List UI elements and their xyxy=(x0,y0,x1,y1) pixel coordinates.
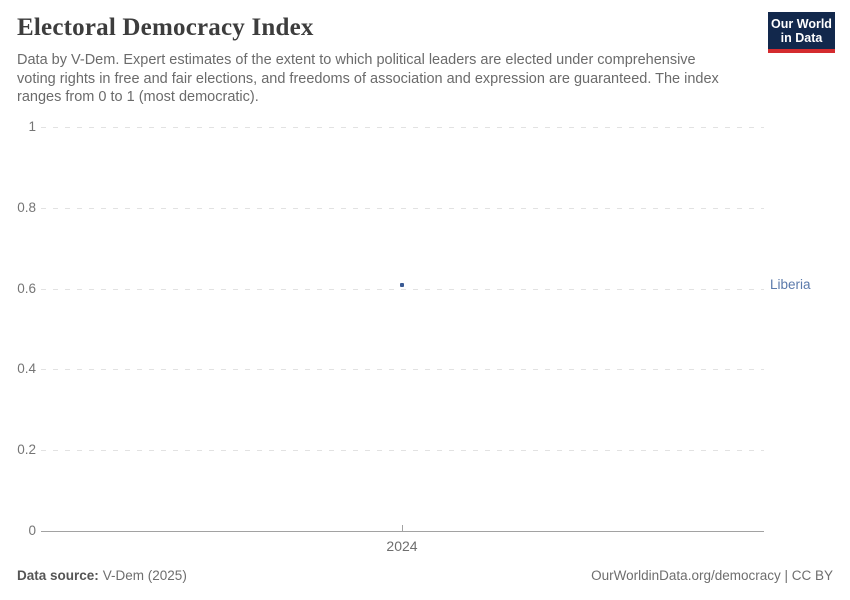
x-axis-line xyxy=(41,531,764,532)
owid-logo-line1: Our World xyxy=(771,16,832,31)
y-tick-label: 0.4 xyxy=(17,361,36,377)
entity-label-liberia[interactable]: Liberia xyxy=(770,276,811,292)
y-tick-label: 0.6 xyxy=(17,280,36,296)
data-source-label: Data source: xyxy=(17,568,99,583)
y-tick-label: 0 xyxy=(28,523,36,538)
x-tick-label: 2024 xyxy=(386,538,418,554)
y-tick-label: 0.8 xyxy=(17,199,36,215)
data-point-liberia[interactable] xyxy=(400,282,404,287)
credit-link[interactable]: OurWorldinData.org/democracy | CC BY xyxy=(591,568,833,583)
owid-logo[interactable]: Our World in Data xyxy=(768,12,835,53)
data-source: Data source: V-Dem (2025) xyxy=(17,568,187,583)
y-gridline xyxy=(41,127,764,128)
x-tick-mark xyxy=(402,525,403,531)
chart-footer: Data source: V-Dem (2025) OurWorldinData.… xyxy=(17,568,833,583)
y-gridline xyxy=(41,207,764,209)
y-tick-label: 0.2 xyxy=(17,442,36,458)
y-tick-label: 1 xyxy=(28,119,36,134)
y-gridline xyxy=(41,288,764,290)
y-gridline xyxy=(41,450,764,452)
owid-logo-line2: in Data xyxy=(780,30,823,45)
data-source-value: V-Dem (2025) xyxy=(102,568,187,583)
chart-title: Electoral Democracy Index xyxy=(17,14,314,41)
y-gridline xyxy=(41,369,764,371)
chart-subtitle: Data by V-Dem. Expert estimates of the e… xyxy=(17,52,719,105)
